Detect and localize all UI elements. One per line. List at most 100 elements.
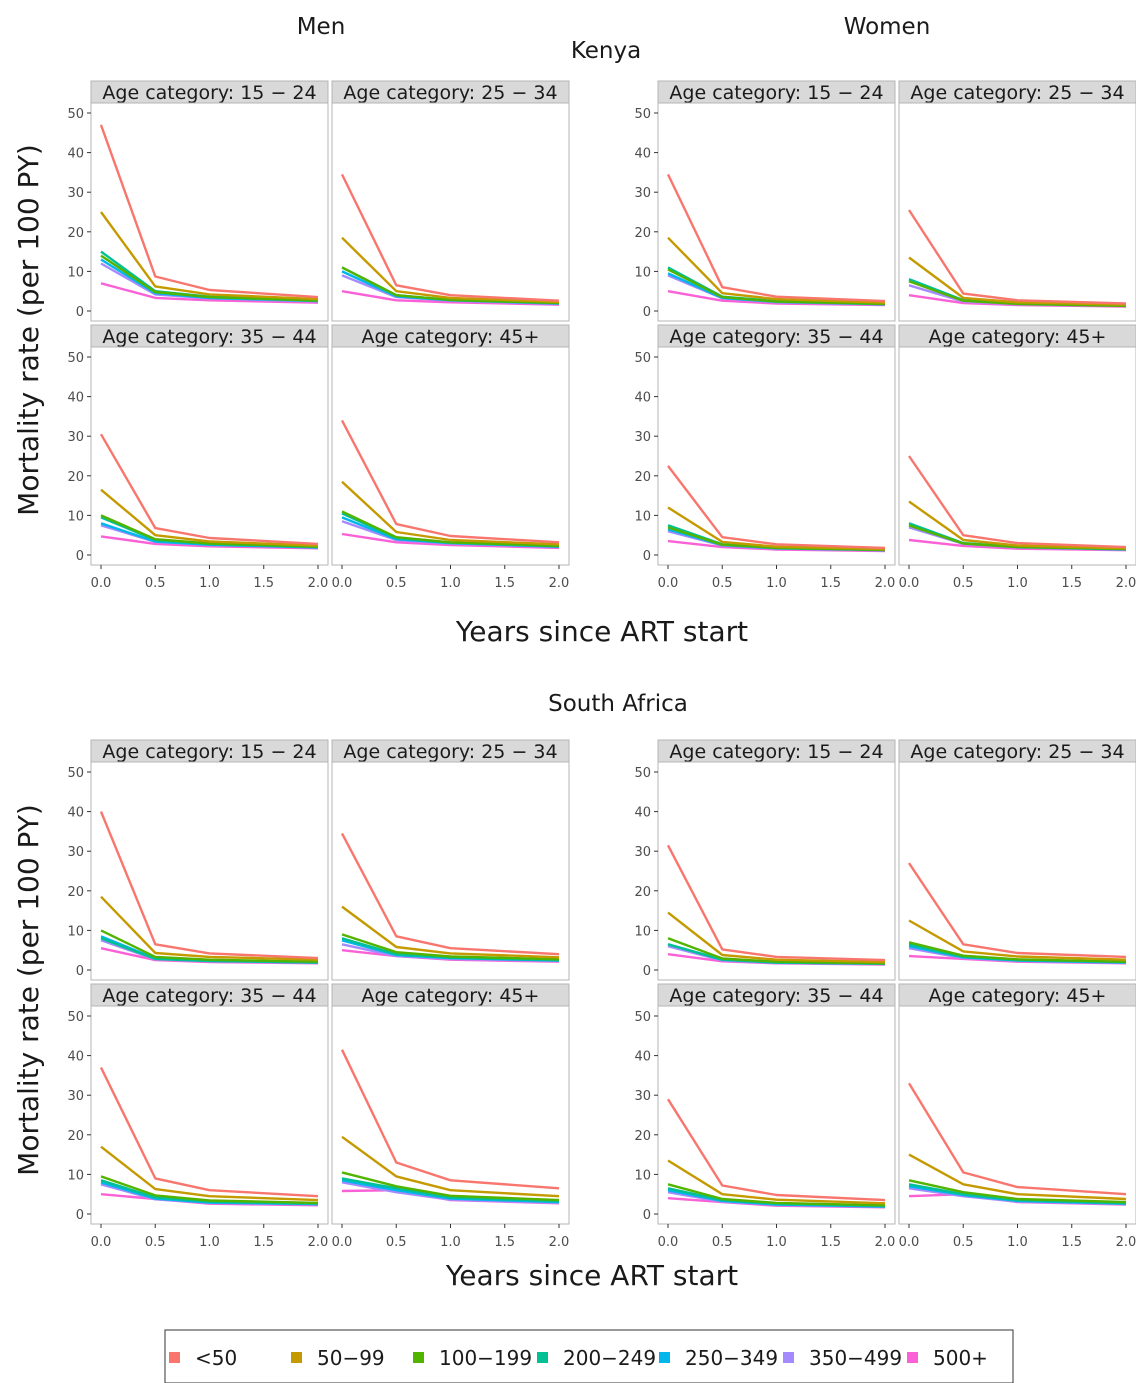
panel-strip-label: Age category: 25 − 34 [910,82,1124,104]
y-tick-label: 50 [634,766,651,781]
panel-plot-area [331,346,570,566]
series-line [341,266,560,305]
title-men: Men [297,14,346,40]
panel-strip-label: Age category: 35 − 44 [102,985,316,1007]
y-tick-label: 20 [634,470,651,485]
legend-key [537,1352,548,1363]
y-tick-label: 40 [67,391,84,406]
panel: Age category: 25 − 34 [898,80,1136,322]
x-tick-label: 0.5 [386,1235,407,1250]
series-line [341,510,560,548]
x-tick-label: 2.0 [1116,1235,1136,1250]
panel-plot-area [898,761,1136,981]
x-tick-label: 0.0 [91,576,112,591]
x-tick-label: 0.0 [332,576,353,591]
series-line [99,124,319,299]
series-line [100,929,319,963]
x-tick-label: 0.0 [899,576,920,591]
panel-plot-area [898,102,1136,322]
y-axis-title-kenya: Mortality rate (per 100 PY) [12,144,45,516]
legend-label: 200−249 [563,1346,656,1370]
x-axis-title-south-africa: Years since ART start [445,1259,738,1292]
panel-plot-area [657,1005,896,1225]
series-line [908,1179,1127,1204]
series-line [908,1153,1127,1201]
title-women: Women [844,14,931,40]
y-tick-label: 10 [634,1168,651,1183]
y-tick-label: 50 [67,1010,84,1025]
x-tick-label: 1.0 [766,1235,787,1250]
panel: Age category: 15 − 24 0 10 20 30 40 50 [634,739,896,981]
series-line [99,1066,319,1198]
series-line [908,919,1127,961]
panel-strip-label: Age category: 45+ [929,326,1107,348]
series-line [907,209,1127,305]
panel-strip-label: Age category: 15 − 24 [669,741,883,763]
panel: Age category: 35 − 44 0 10 20 30 40 50 0.0 0.5 1.… [67,324,329,591]
series-line [100,488,319,547]
y-tick-label: 0 [643,305,651,320]
x-tick-label: 2.0 [549,576,570,591]
x-tick-label: 0.5 [953,576,974,591]
series-line [100,211,319,301]
x-tick-label: 1.5 [1061,1235,1082,1250]
legend: <50 50−99 100−199 200−249 250−349 350−499 500+ [164,1329,1014,1383]
x-tick-label: 1.5 [820,576,841,591]
legend-label: 350−499 [809,1346,902,1370]
y-tick-label: 10 [634,924,651,939]
y-tick-label: 40 [67,806,84,821]
panel-strip-label: Age category: 25 − 34 [910,741,1124,763]
y-tick-label: 20 [67,1129,84,1144]
x-tick-label: 0.5 [953,1235,974,1250]
y-tick-label: 30 [634,430,651,445]
series-line [341,905,560,959]
y-tick-label: 0 [643,549,651,564]
y-tick-label: 40 [67,147,84,162]
legend-key [659,1352,670,1363]
legend-key [783,1352,794,1363]
x-tick-label: 2.0 [875,576,896,591]
series-line [100,1145,319,1202]
y-tick-label: 0 [76,549,84,564]
series-line [341,1177,560,1203]
title-kenya: Kenya [571,38,641,64]
series-line [667,1183,886,1207]
y-tick-label: 20 [67,470,84,485]
series-line [340,419,560,544]
panel-plot-area [90,102,329,322]
x-tick-label: 1.0 [1007,1235,1028,1250]
y-tick-label: 40 [634,806,651,821]
legend-label: 250−349 [685,1346,778,1370]
y-tick-label: 30 [634,1089,651,1104]
legend-key [907,1352,918,1363]
y-tick-label: 50 [634,351,651,366]
x-tick-label: 1.5 [820,1235,841,1250]
y-tick-label: 50 [67,107,84,122]
x-tick-label: 0.0 [899,1235,920,1250]
y-tick-label: 10 [67,1168,84,1183]
y-tick-label: 50 [67,766,84,781]
series-line [667,1159,886,1205]
legend-item: 100−199 [413,1346,532,1370]
legend-key [169,1352,180,1363]
series-line [100,254,319,302]
y-tick-label: 0 [76,305,84,320]
panel-plot-area [657,346,896,566]
y-tick-label: 20 [634,885,651,900]
x-tick-label: 0.0 [332,1235,353,1250]
series-line [667,911,886,964]
series-line [908,862,1127,959]
x-tick-label: 1.5 [1061,576,1082,591]
y-tick-label: 50 [634,107,651,122]
legend-key [291,1352,302,1363]
y-tick-label: 30 [67,186,84,201]
x-tick-label: 1.5 [253,576,274,591]
series-line [340,832,560,956]
y-tick-label: 10 [67,265,84,280]
panel: Age category: 25 − 34 [331,80,570,322]
y-axis-title-south-africa: Mortality rate (per 100 PY) [12,804,45,1176]
series-line [341,1135,560,1198]
series-line [667,506,886,551]
